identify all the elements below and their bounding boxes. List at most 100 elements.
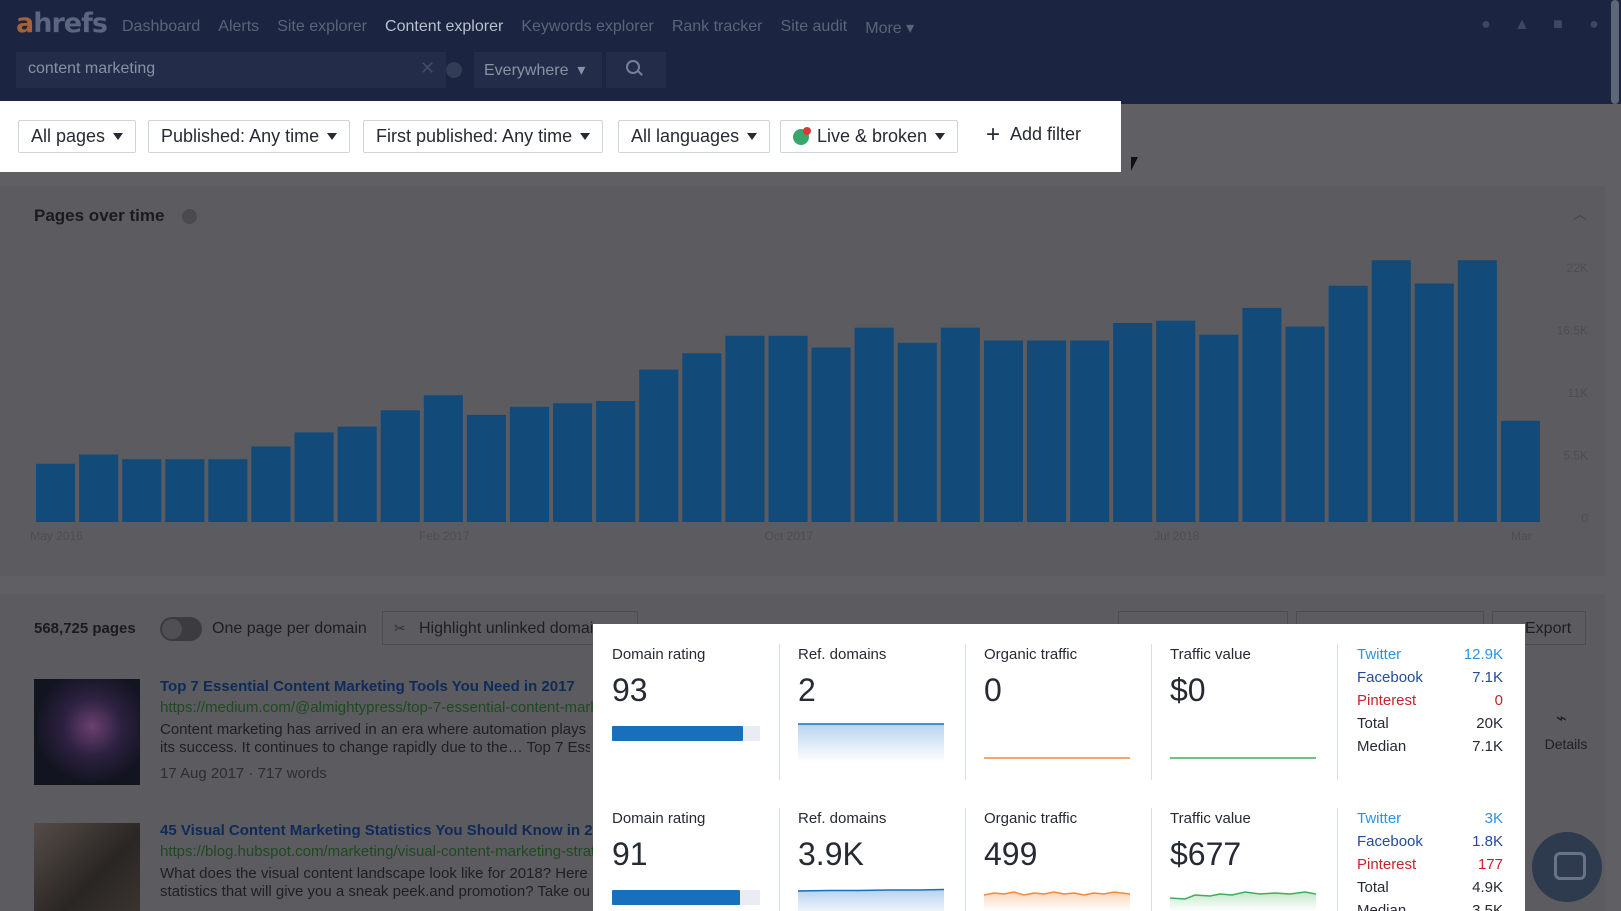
y-tick-label: 11K bbox=[1568, 386, 1588, 400]
twitter-value: 3K bbox=[1484, 810, 1503, 827]
nav-content-explorer[interactable]: Content explorer bbox=[385, 18, 504, 35]
main-nav: Dashboard Alerts Site explorer Content e… bbox=[122, 18, 914, 38]
chart-bar[interactable] bbox=[983, 340, 1023, 523]
ahrefs-logo[interactable]: ahrefs bbox=[16, 8, 108, 39]
chart-bar[interactable] bbox=[639, 369, 679, 522]
chart-bar[interactable] bbox=[854, 327, 894, 522]
chart-bar[interactable] bbox=[940, 327, 980, 522]
nav-rank-tracker[interactable]: Rank tracker bbox=[671, 18, 763, 35]
chart-bar[interactable] bbox=[36, 463, 76, 522]
x-tick-label: Mar bbox=[1511, 529, 1532, 543]
facebook-label: Facebook bbox=[1357, 669, 1423, 686]
domain-rating-value: 93 bbox=[612, 672, 648, 708]
chart-bar[interactable] bbox=[553, 403, 593, 522]
nav-site-explorer[interactable]: Site explorer bbox=[277, 18, 368, 35]
organic-traffic-sparkline bbox=[984, 891, 1130, 911]
chart-help-icon[interactable] bbox=[182, 209, 197, 224]
clear-icon[interactable]: ✕ bbox=[420, 58, 436, 78]
chart-bar[interactable] bbox=[380, 410, 420, 522]
chart-bar[interactable] bbox=[337, 426, 377, 522]
chart-bar[interactable] bbox=[1457, 260, 1497, 522]
nav-more[interactable]: More ▾ bbox=[865, 20, 915, 37]
chart-bar[interactable] bbox=[1027, 340, 1067, 523]
chart-bar[interactable] bbox=[768, 335, 808, 522]
result-title[interactable]: 45 Visual Content Marketing Statistics Y… bbox=[160, 822, 618, 839]
user-icon[interactable]: ● bbox=[1589, 16, 1599, 33]
y-tick-label: 0 bbox=[1581, 511, 1588, 525]
bell-icon[interactable]: ▲ bbox=[1514, 16, 1530, 33]
chart-bar[interactable] bbox=[122, 459, 162, 522]
chart-bar[interactable] bbox=[423, 395, 463, 522]
unlink-icon: ✂ bbox=[394, 620, 406, 636]
chart-bar[interactable] bbox=[208, 459, 248, 522]
domain-rating-bar-fill bbox=[612, 890, 740, 905]
chart-bar[interactable] bbox=[165, 459, 205, 522]
search-input[interactable] bbox=[16, 52, 446, 88]
chart-bar[interactable] bbox=[682, 353, 722, 522]
chart-bar[interactable] bbox=[897, 342, 937, 522]
organic-traffic-value: 0 bbox=[984, 672, 1002, 708]
details-link[interactable]: Details bbox=[1544, 736, 1588, 752]
chart-bar[interactable] bbox=[725, 335, 765, 522]
result-description: statistics that will give you a sneak pe… bbox=[160, 883, 590, 900]
one-page-per-domain-toggle[interactable] bbox=[160, 617, 202, 641]
chart-bar[interactable] bbox=[79, 454, 119, 523]
x-tick-label: Feb 2017 bbox=[419, 529, 470, 543]
filter-live-broken[interactable]: Live & broken bbox=[780, 120, 959, 153]
chart-bar[interactable] bbox=[1371, 260, 1411, 522]
chart-bar[interactable] bbox=[811, 347, 851, 523]
chart-bar[interactable] bbox=[1070, 340, 1110, 523]
nav-keywords-explorer[interactable]: Keywords explorer bbox=[521, 18, 654, 35]
help-icon[interactable]: ● bbox=[1481, 16, 1491, 33]
trend-icon[interactable]: ⌁ bbox=[1556, 708, 1567, 728]
chart-bar[interactable] bbox=[1414, 283, 1454, 523]
facebook-label: Facebook bbox=[1357, 833, 1423, 850]
live-broken-icon bbox=[793, 126, 811, 145]
chart-bar[interactable] bbox=[1242, 307, 1282, 522]
result-url[interactable]: https://blog.hubspot.com/marketing/visua… bbox=[160, 843, 620, 860]
median-label: Median bbox=[1357, 902, 1407, 911]
chart-bar[interactable] bbox=[596, 401, 636, 522]
nav-alerts[interactable]: Alerts bbox=[218, 18, 260, 35]
chart-bar[interactable] bbox=[1199, 334, 1239, 522]
caret-down-icon bbox=[747, 133, 758, 140]
filter-published[interactable]: Published: Any time bbox=[148, 120, 351, 153]
organic-traffic-label: Organic traffic bbox=[984, 646, 1078, 663]
chat-icon[interactable] bbox=[1532, 832, 1602, 902]
divider bbox=[965, 644, 966, 780]
nav-site-audit[interactable]: Site audit bbox=[780, 18, 848, 35]
nav-dashboard[interactable]: Dashboard bbox=[122, 18, 201, 35]
search-help-icon[interactable] bbox=[446, 62, 462, 78]
ref-domains-value: 3.9K bbox=[798, 836, 864, 872]
chart-bar[interactable] bbox=[1328, 285, 1368, 522]
caret-down-icon bbox=[327, 133, 338, 140]
chart-bar[interactable] bbox=[1500, 420, 1540, 522]
organic-traffic-sparkline bbox=[984, 757, 1130, 759]
chart-bar[interactable] bbox=[1156, 320, 1196, 522]
chart-bar[interactable] bbox=[1285, 326, 1325, 523]
twitter-value: 12.9K bbox=[1463, 646, 1503, 663]
monitor-icon[interactable]: ■ bbox=[1553, 16, 1563, 33]
divider bbox=[779, 644, 780, 780]
chart-bar[interactable] bbox=[251, 446, 291, 522]
filter-languages[interactable]: All languages bbox=[618, 120, 771, 153]
domain-rating-label: Domain rating bbox=[612, 810, 706, 827]
chart-bar[interactable] bbox=[466, 414, 506, 522]
chart-bar[interactable] bbox=[509, 406, 549, 522]
collapse-chevron-icon[interactable]: ︿ bbox=[1573, 206, 1587, 222]
filter-first-published[interactable]: First published: Any time bbox=[363, 120, 604, 153]
result-description: What does the visual content landscape l… bbox=[160, 865, 590, 882]
scope-select[interactable]: Everywhere ▾ bbox=[474, 52, 602, 88]
filter-all-pages[interactable]: All pages bbox=[18, 120, 137, 153]
add-filter-button[interactable]: + Add filter bbox=[986, 120, 1082, 148]
result-thumbnail[interactable] bbox=[34, 823, 140, 911]
facebook-value: 7.1K bbox=[1472, 669, 1503, 686]
chart-bar[interactable] bbox=[1113, 323, 1153, 522]
result-thumbnail[interactable] bbox=[34, 679, 140, 785]
scrollbar[interactable] bbox=[1611, 0, 1619, 104]
traffic-value-label: Traffic value bbox=[1170, 646, 1251, 663]
result-url[interactable]: https://medium.com/@almightypress/top-7-… bbox=[160, 699, 668, 716]
chart-bar[interactable] bbox=[294, 432, 334, 522]
result-title[interactable]: Top 7 Essential Content Marketing Tools … bbox=[160, 678, 575, 695]
traffic-value-value: $677 bbox=[1170, 836, 1242, 872]
